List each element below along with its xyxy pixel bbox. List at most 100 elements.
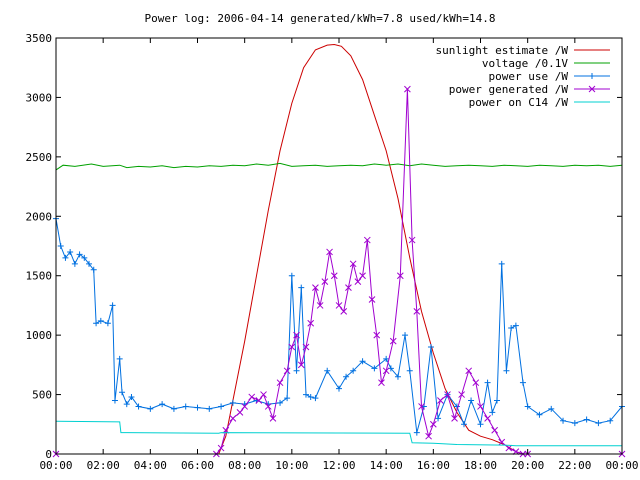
x-tick-label-9: 18:00 [464,459,497,472]
series-2-point-63 [508,325,515,332]
series-2-point-19 [147,405,154,412]
series-2-point-54 [453,403,460,410]
series-2-point-13 [111,397,118,404]
series-2-point-71 [583,416,590,423]
series-2-point-25 [218,403,225,410]
series-3-point-9 [260,391,267,398]
series-3-point-29 [359,272,366,280]
x-tick-label-6: 12:00 [322,459,355,472]
series-2-point-62 [503,367,510,374]
series-3-point-49 [477,403,484,410]
series-2-point-21 [170,405,177,412]
series-3-point-37 [404,85,411,93]
series-2-point-3 [67,248,74,255]
legend-label-1: voltage /0.1V [482,57,568,70]
series-2-point-6 [81,254,88,261]
series-2-point-9 [93,320,100,327]
series-2-point-44 [383,355,390,362]
series-3-point-33 [378,379,385,387]
series-3-point-23 [330,272,338,280]
x-tick-label-7: 14:00 [370,459,403,472]
series-2-point-23 [194,404,201,411]
y-tick-label-2: 1000 [26,329,53,342]
series-2-point-49 [413,429,420,436]
series-3-point-52 [498,438,506,446]
series-2-point-66 [524,403,531,410]
series-3-point-51 [491,426,499,434]
series-2-point-35 [302,391,309,398]
series-3-point-48 [472,379,480,387]
x-tick-label-4: 08:00 [228,459,261,472]
series-2-point-15 [119,389,126,396]
series-3-point-28 [354,278,362,286]
series-3-point-20 [316,302,324,309]
series-2-point-72 [595,420,602,427]
series-2-point-14 [116,355,123,362]
series-2-point-32 [288,272,295,279]
legend-marker-3 [588,85,596,93]
series-2-point-26 [229,399,236,406]
series-3-point-40 [418,403,425,410]
series-3-point-34 [382,367,390,375]
y-tick-label-0: 0 [45,448,52,461]
legend-marker-2 [589,73,595,79]
x-tick-label-0: 00:00 [39,459,72,472]
series-2-point-5 [76,251,83,258]
series-2-point-60 [494,397,501,404]
series-2-point-57 [477,421,484,428]
series-3-point-24 [335,302,343,309]
x-tick-label-10: 20:00 [511,459,544,472]
series-2-point-59 [489,409,496,416]
series-2-point-55 [460,421,467,428]
series-2-point-64 [512,322,519,329]
series-3-point-42 [429,420,437,428]
series-2-point-17 [128,393,135,400]
series-2-point-69 [560,417,567,424]
series-2-point-33 [293,367,300,374]
series-3-point-16 [297,361,305,369]
series-3-point-26 [345,284,352,291]
series-2-point-24 [206,405,213,412]
y-tick-label-3: 1500 [26,270,53,283]
series-3-point-39 [413,308,421,315]
series-3-point-18 [307,319,315,327]
series-2-point-2 [62,254,69,261]
series-3-point-47 [465,367,473,375]
legend-label-2: power use /W [489,70,569,83]
y-tick-label-5: 2500 [26,151,53,164]
chart-title: Power log: 2006-04-14 generated/kWh=7.8 … [145,12,496,25]
series-2-point-12 [109,302,116,309]
legend-label-4: power on C14 /W [469,96,569,109]
series-2-point-65 [519,379,526,386]
series-2-point-4 [71,260,78,267]
series-2-point-36 [307,393,314,400]
series-3-point-10 [264,403,272,410]
series-2-point-39 [336,385,342,392]
x-tick-label-5: 10:00 [275,459,308,472]
series-2-point-73 [607,417,614,424]
y-tick-label-4: 2000 [26,210,53,223]
series-3-point-35 [389,337,397,345]
series-3-point-17 [302,343,310,351]
series-2-point-16 [123,401,130,408]
legend-label-0: sunlight estimate /W [436,44,569,57]
series-2-point-7 [86,260,93,267]
legend-label-3: power generated /W [449,83,569,96]
series-2-point-1 [57,243,64,249]
series-2-point-8 [90,266,97,273]
series-3-point-27 [349,260,357,268]
series-2-point-43 [371,365,378,372]
series-2-point-18 [135,403,142,410]
series-3-point-14 [288,343,296,351]
series-3-point-46 [458,391,465,398]
series-2-point-37 [312,395,319,402]
axes: 0 500 1000 1500 2000 2500 3000 3500 00:00 02:00 04… [26,32,639,472]
x-tick-label-11: 22:00 [558,459,591,472]
series-2-point-56 [468,397,475,404]
series-2-point-11 [104,320,111,327]
series-3-point-32 [373,331,381,339]
y-tick-label-1: 500 [32,389,52,402]
series-3-point-50 [484,414,491,422]
